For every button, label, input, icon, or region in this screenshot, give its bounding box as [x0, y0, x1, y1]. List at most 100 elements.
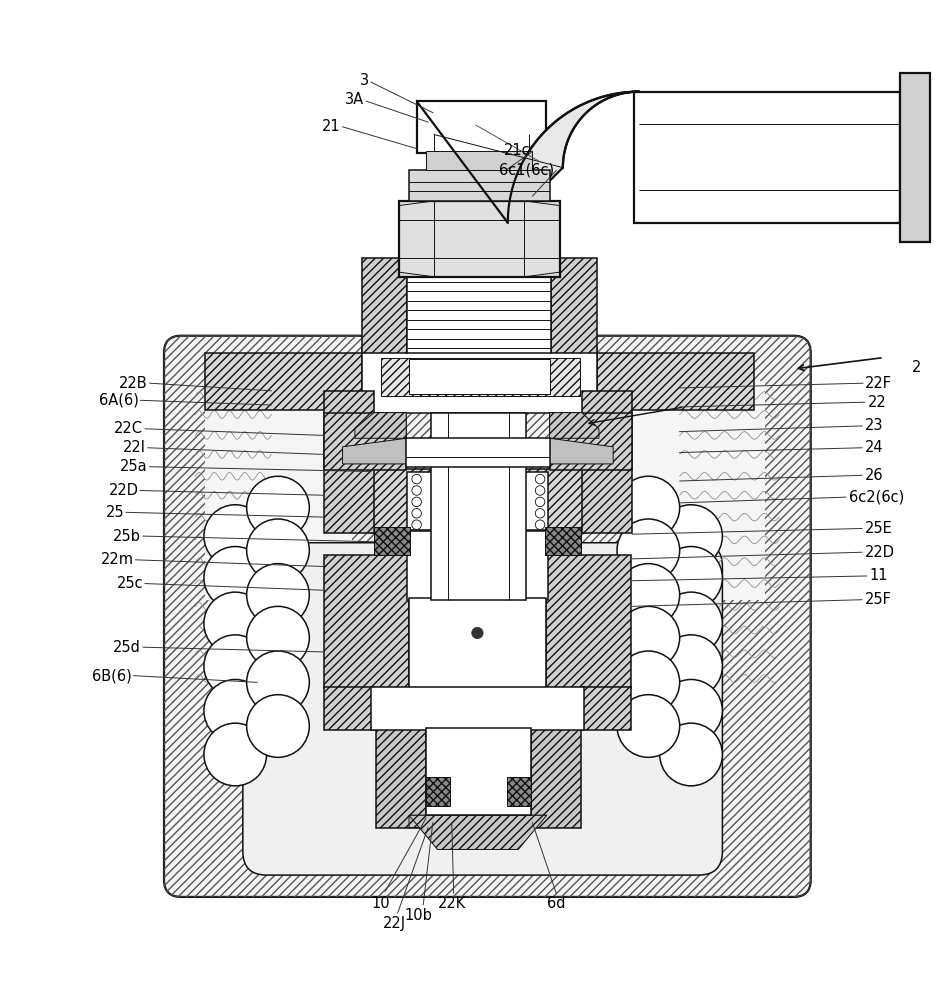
Circle shape — [617, 476, 680, 539]
Text: 25F: 25F — [864, 592, 892, 607]
Bar — [417, 101, 546, 153]
Polygon shape — [409, 815, 547, 828]
Text: 25d: 25d — [113, 640, 142, 655]
Circle shape — [246, 564, 309, 626]
Bar — [361, 258, 407, 353]
Circle shape — [412, 520, 421, 529]
Text: 2: 2 — [912, 360, 922, 375]
Polygon shape — [508, 92, 639, 223]
FancyBboxPatch shape — [164, 336, 810, 897]
Text: 6d: 6d — [547, 896, 566, 911]
Text: 11: 11 — [869, 568, 888, 583]
Bar — [323, 555, 409, 688]
Text: 6A(6): 6A(6) — [99, 393, 139, 408]
Circle shape — [617, 651, 680, 714]
Circle shape — [535, 497, 545, 507]
Text: 22: 22 — [867, 395, 886, 410]
Text: 21: 21 — [322, 119, 340, 134]
Text: 3A: 3A — [345, 92, 364, 107]
Bar — [597, 353, 754, 410]
Text: 3: 3 — [360, 73, 369, 88]
Bar — [323, 413, 406, 470]
Circle shape — [535, 474, 545, 484]
Circle shape — [412, 474, 421, 484]
Circle shape — [246, 651, 309, 714]
Text: 6c2(6c): 6c2(6c) — [848, 490, 904, 505]
Text: 26: 26 — [864, 468, 883, 483]
Polygon shape — [550, 413, 599, 438]
Circle shape — [204, 547, 266, 609]
Text: 22D: 22D — [864, 545, 895, 560]
Circle shape — [535, 520, 545, 529]
Circle shape — [472, 627, 483, 639]
Polygon shape — [409, 815, 547, 849]
Text: 10b: 10b — [404, 908, 433, 923]
Bar — [431, 413, 526, 600]
Circle shape — [412, 509, 421, 518]
Circle shape — [660, 723, 723, 786]
Bar — [374, 527, 410, 555]
Circle shape — [660, 679, 723, 742]
Bar — [407, 253, 552, 353]
Circle shape — [660, 547, 723, 609]
Bar — [546, 555, 631, 688]
Circle shape — [246, 519, 309, 582]
Text: 6B(6): 6B(6) — [92, 668, 132, 683]
Bar — [380, 358, 580, 396]
Text: 25a: 25a — [120, 459, 148, 474]
Bar — [409, 598, 546, 688]
Bar — [398, 201, 560, 277]
Circle shape — [660, 505, 723, 567]
Text: 22m: 22m — [101, 552, 134, 567]
Bar — [376, 728, 426, 828]
Bar — [545, 527, 581, 555]
Circle shape — [660, 592, 723, 655]
Polygon shape — [355, 413, 406, 438]
Circle shape — [617, 695, 680, 757]
Circle shape — [204, 505, 266, 567]
Bar — [426, 151, 533, 170]
Text: 25E: 25E — [864, 521, 893, 536]
Text: 22D: 22D — [108, 483, 139, 498]
Bar — [323, 391, 374, 533]
Circle shape — [246, 476, 309, 539]
Text: 21c: 21c — [504, 143, 531, 158]
Circle shape — [204, 635, 266, 698]
Bar — [361, 348, 597, 413]
Bar — [531, 728, 581, 828]
Bar — [426, 728, 531, 815]
Text: 6c1(6c): 6c1(6c) — [499, 163, 554, 178]
Text: 10: 10 — [371, 896, 390, 911]
Bar — [407, 531, 548, 600]
Bar — [407, 472, 548, 530]
Circle shape — [535, 486, 545, 495]
Circle shape — [412, 497, 421, 507]
Circle shape — [412, 486, 421, 495]
Bar — [409, 170, 550, 201]
Text: 24: 24 — [864, 440, 883, 455]
Polygon shape — [550, 438, 613, 464]
Circle shape — [204, 723, 266, 786]
Text: 22J: 22J — [383, 916, 406, 931]
Circle shape — [617, 606, 680, 669]
FancyBboxPatch shape — [243, 543, 723, 875]
Bar — [204, 353, 361, 410]
Circle shape — [617, 564, 680, 626]
Polygon shape — [342, 438, 406, 464]
Bar — [552, 258, 597, 353]
Bar — [371, 687, 584, 730]
Text: 22C: 22C — [114, 421, 144, 436]
Circle shape — [660, 635, 723, 698]
Bar — [550, 413, 632, 470]
Bar — [582, 391, 632, 533]
Text: 22K: 22K — [437, 896, 466, 911]
Bar — [323, 687, 374, 730]
Text: 23: 23 — [864, 418, 883, 433]
Bar — [406, 438, 550, 467]
Text: 22I: 22I — [123, 440, 146, 455]
Bar — [900, 73, 930, 242]
Circle shape — [535, 509, 545, 518]
Circle shape — [617, 519, 680, 582]
Bar — [618, 381, 766, 600]
Bar — [204, 381, 352, 600]
